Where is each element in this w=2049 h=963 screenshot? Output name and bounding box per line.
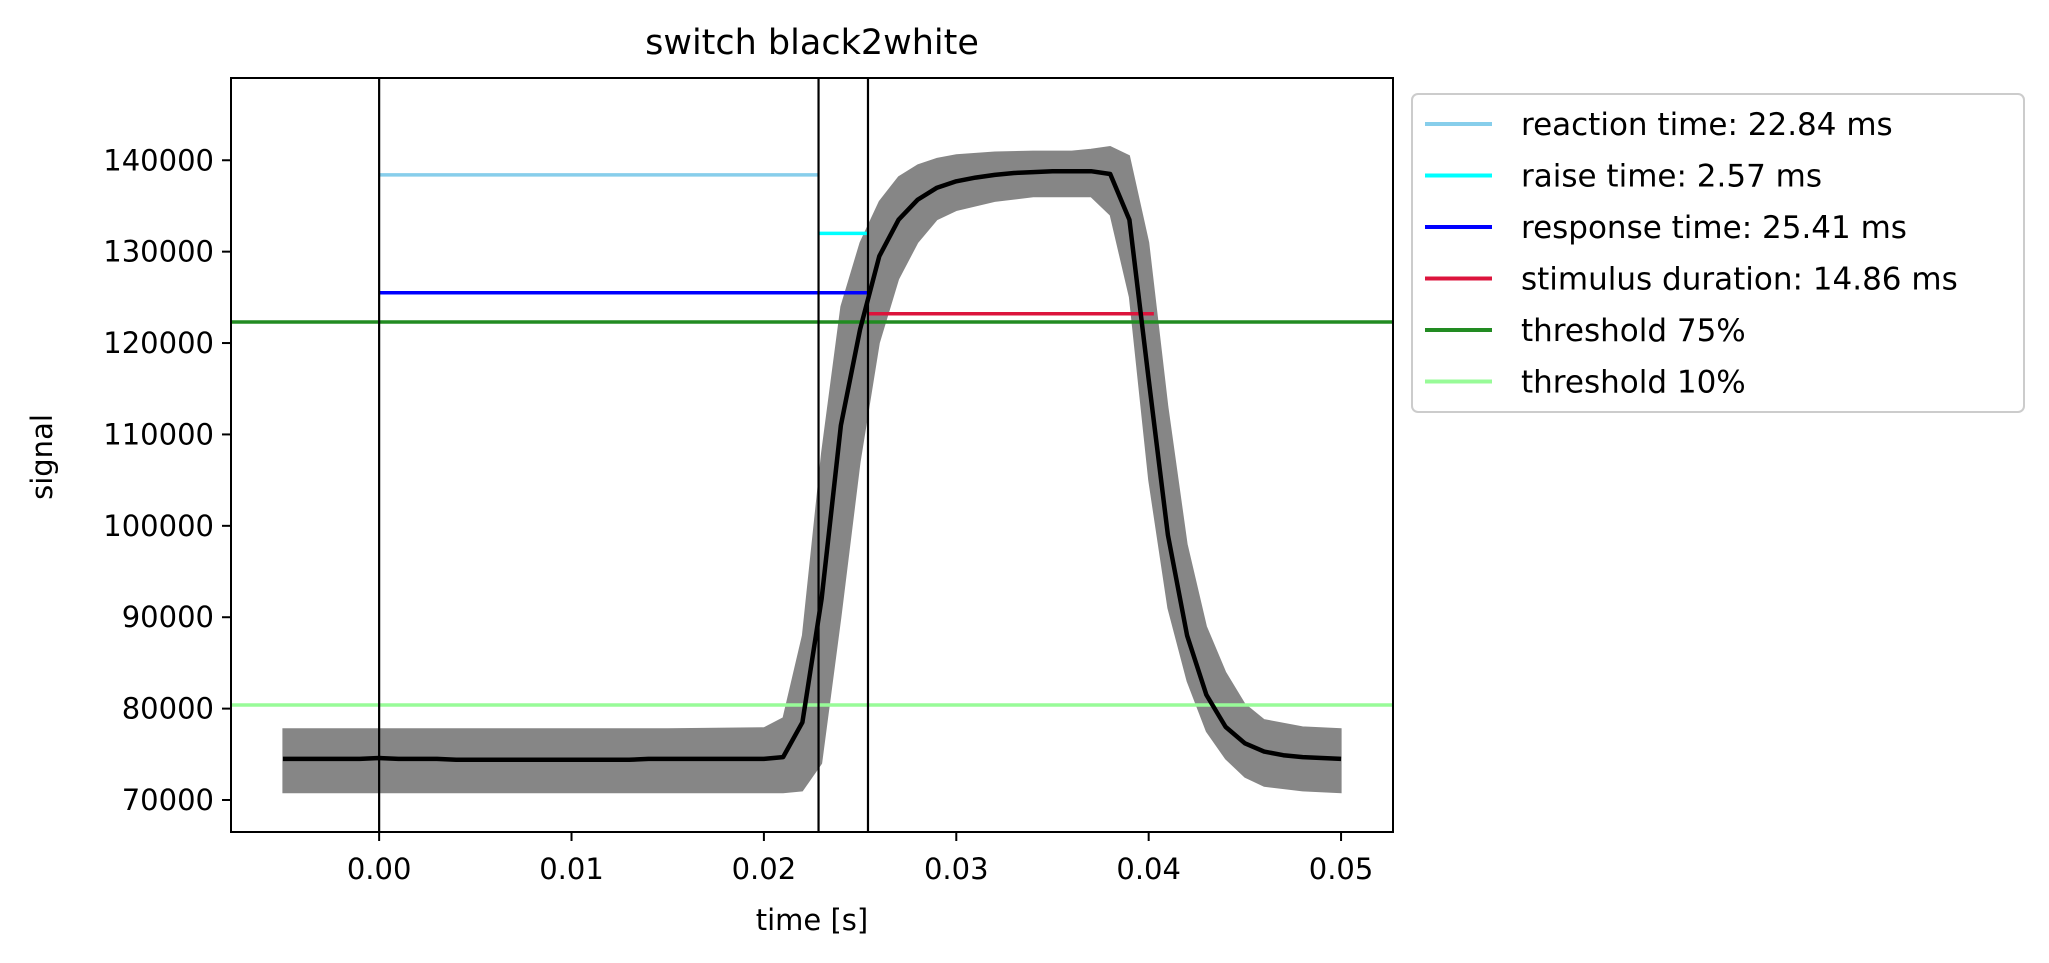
x-tick-label: 0.05 [1309,852,1374,886]
y-tick-label: 140000 [103,143,214,177]
x-tick-label: 0.01 [539,852,604,886]
mean-trace-line [282,168,1342,763]
legend-label: raise time: 2.57 ms [1521,159,1822,195]
x-axis-label: time [s] [756,903,868,937]
y-tick-label: 80000 [122,692,214,726]
y-tick-label: 110000 [103,417,214,451]
y-axis-label: signal [25,414,59,500]
legend-frame [1411,93,2025,413]
legend-label: threshold 10% [1521,365,1746,401]
x-tick-label: 0.04 [1116,852,1181,886]
legend-label: threshold 75% [1521,313,1746,349]
legend-label: response time: 25.41 ms [1521,210,1907,246]
y-tick-label: 70000 [122,783,214,817]
raw-trace-band [282,145,1342,794]
legend-label: stimulus duration: 14.86 ms [1521,262,1958,298]
x-tick-label: 0.03 [924,852,989,886]
x-tick-label: 0.02 [732,852,797,886]
chart-title: switch black2white [645,23,979,63]
y-tick-label: 130000 [103,235,214,269]
legend-label: reaction time: 22.84 ms [1521,107,1893,143]
plot-frame [230,77,1394,833]
y-tick-label: 100000 [103,509,214,543]
x-tick-label: 0.00 [347,852,412,886]
y-tick-label: 120000 [103,326,214,360]
y-tick-label: 90000 [122,600,214,634]
